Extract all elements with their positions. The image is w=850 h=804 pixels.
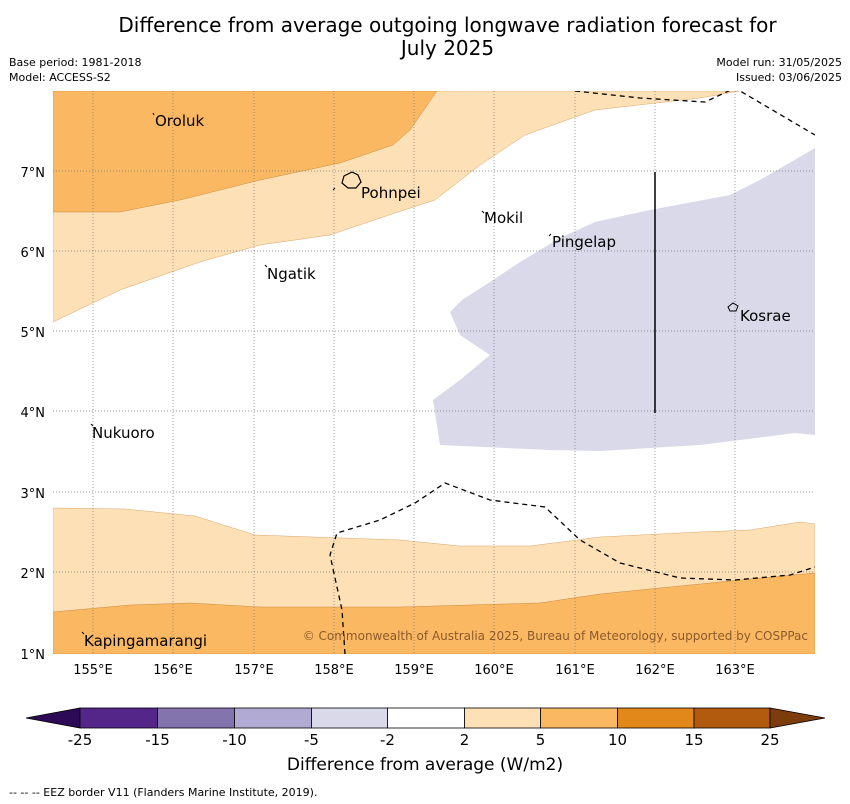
colorbar-segment [387, 707, 465, 729]
map-area: Oroluk Pohnpei Mokil Pingelap Ngatik Kos… [53, 91, 815, 654]
model-name: Model: ACCESS-S2 [9, 71, 111, 84]
lat-label: 3°N [21, 487, 46, 502]
place-oroluk: Oroluk [155, 112, 204, 130]
colorbar-arrow-right [769, 707, 826, 729]
pingelap-dot [548, 233, 552, 237]
place-pohnpei: Pohnpei [361, 184, 421, 202]
colorbar-tick: -25 [68, 731, 93, 749]
colorbar-segment [464, 707, 541, 729]
pohnpei-dot [332, 187, 336, 191]
oroluk-dot [152, 112, 155, 116]
graticule [53, 91, 815, 654]
title-line-2: July 2025 [400, 36, 495, 60]
band-lavender [433, 148, 815, 451]
colorbar-tick: -15 [145, 731, 170, 749]
lat-label: 1°N [21, 648, 46, 663]
place-nukuoro: Nukuoro [92, 424, 155, 442]
colorbar-segment [693, 707, 771, 729]
lon-label: 163°E [715, 663, 755, 678]
colorbar-arrow-left [25, 707, 81, 729]
colorbar-segment [540, 707, 618, 729]
issued-date: Issued: 03/06/2025 [735, 71, 842, 84]
lat-label: 6°N [21, 246, 46, 261]
colorbar-tick: -2 [380, 731, 395, 749]
kosrae-island [727, 302, 739, 312]
longitude-labels: 155°E 156°E 157°E 158°E 159°E 160°E 161°… [73, 663, 755, 678]
colorbar-segment [234, 707, 312, 729]
lon-label: 161°E [555, 663, 595, 678]
colorbar-tick: 10 [608, 731, 627, 749]
colorbar-tick: 2 [460, 731, 470, 749]
lat-label: 4°N [21, 406, 46, 421]
colorbar-title: Difference from average (W/m2) [286, 755, 564, 775]
colorbar-tick: 25 [760, 731, 779, 749]
lon-label: 155°E [73, 663, 113, 678]
colorbar-segment [157, 707, 235, 729]
map-title: Difference from average outgoing longwav… [0, 14, 850, 60]
place-kapingamarangi: Kapingamarangi [84, 632, 207, 650]
place-pingelap: Pingelap [552, 233, 616, 251]
lat-label: 2°N [21, 567, 46, 582]
colorbar-tick: 15 [684, 731, 703, 749]
lon-label: 156°E [153, 663, 193, 678]
lon-label: 159°E [394, 663, 434, 678]
place-kosrae: Kosrae [740, 307, 791, 325]
base-period: Base period: 1981-2018 [9, 56, 142, 69]
lat-label: 5°N [21, 326, 46, 341]
band-top-orange [53, 91, 438, 213]
eez-borders [329, 91, 815, 654]
ngatik-dot [264, 264, 268, 268]
lon-label: 158°E [314, 663, 354, 678]
lon-label: 162°E [635, 663, 675, 678]
colorbar-tick: -10 [222, 731, 247, 749]
place-ngatik: Ngatik [267, 265, 316, 283]
colorbar-segment [79, 707, 158, 729]
colorbar-tick: 5 [536, 731, 546, 749]
meta-left: Base period: 1981-2018 Model: ACCESS-S2 [9, 55, 141, 85]
nukuoro-dot [90, 423, 94, 427]
lon-label: 157°E [234, 663, 274, 678]
kapinga-dot [81, 631, 85, 635]
colorbar [25, 707, 826, 729]
colorbar-tick: -5 [304, 731, 319, 749]
meta-right: Model run: 31/05/2025 Issued: 03/06/2025 [716, 55, 842, 85]
lat-label: 7°N [21, 166, 46, 181]
mokil-dot [481, 210, 485, 214]
colorbar-segment [311, 707, 388, 729]
band-bottom-orange [53, 572, 815, 654]
title-line-1: Difference from average outgoing longwav… [118, 13, 777, 37]
footer-eez-note: -- -- -- EEZ border V11 (Flanders Marine… [9, 786, 318, 799]
place-mokil: Mokil [484, 209, 523, 227]
lon-label: 160°E [474, 663, 514, 678]
model-run: Model run: 31/05/2025 [716, 56, 842, 69]
copyright-text: © Commonwealth of Australia 2025, Bureau… [303, 629, 808, 643]
pohnpei-island [341, 171, 362, 189]
colorbar-segment [617, 707, 695, 729]
colorbar-ticks: -25 -15 -10 -5 -2 2 5 10 15 25 [68, 731, 780, 749]
latitude-labels: 1°N 2°N 3°N 4°N 5°N 6°N 7°N [21, 166, 46, 663]
